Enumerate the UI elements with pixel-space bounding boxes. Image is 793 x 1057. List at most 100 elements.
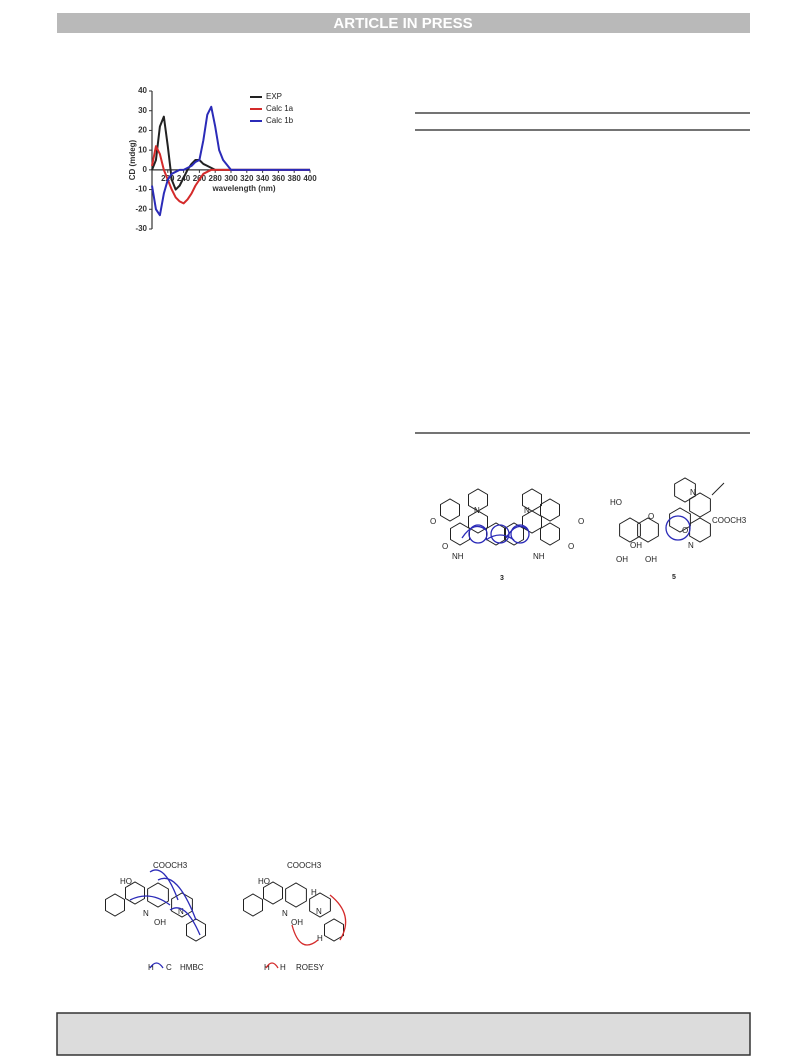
correlation-arrow (157, 877, 197, 921)
x-tick-label: 320 (240, 174, 254, 183)
correlation-arrow (169, 907, 201, 936)
correlation-arrow (149, 869, 179, 901)
ring (522, 510, 542, 534)
ring (540, 522, 560, 546)
ring (468, 488, 488, 512)
atom: COOCH3 (712, 516, 747, 525)
y-tick-label: -20 (135, 204, 147, 213)
structure-5: HO O OH OH OH N N COOCH3 O 5 (610, 488, 747, 581)
atom: N (178, 907, 184, 916)
ring (619, 517, 641, 543)
atom: NH (452, 552, 464, 561)
atom: N (688, 541, 694, 550)
ring (689, 517, 711, 543)
atom: NH (533, 552, 545, 561)
atom: O (682, 526, 688, 535)
legend-text: HMBC (180, 963, 204, 972)
y-tick-label: -10 (135, 185, 147, 194)
atom: O (578, 517, 584, 526)
structure-3: O O NH N N NH O O 3 (430, 506, 584, 582)
atom: O (648, 512, 654, 521)
legend-label: Calc 1a (266, 104, 294, 113)
ring (125, 881, 145, 905)
x-tick-label: 300 (224, 174, 238, 183)
correlation-arrow (505, 525, 529, 539)
compound-number: 3 (500, 575, 504, 582)
atom: OH (616, 555, 628, 564)
ring (324, 918, 344, 942)
x-tick-label: 340 (256, 174, 270, 183)
hmbc-ring (510, 524, 530, 544)
atom: OH (291, 918, 303, 927)
correlation-arrow (291, 924, 319, 946)
compound-number: 5 (672, 574, 676, 581)
ring (440, 498, 460, 522)
y-tick-label: 10 (138, 145, 147, 154)
y-tick-label: 0 (143, 165, 148, 174)
atom: H (311, 888, 317, 897)
atom: H (317, 934, 323, 943)
legend-label: Calc 1b (266, 116, 294, 125)
x-tick-label: 380 (288, 174, 302, 183)
correlation-arrow (149, 962, 164, 969)
ring (186, 918, 206, 942)
atom: O (442, 542, 448, 551)
hmbc-ring (665, 515, 691, 541)
ring (171, 892, 193, 918)
atom: COOCH3 (287, 861, 322, 870)
cd-curve (151, 105, 310, 217)
legend-text: C (166, 963, 172, 972)
y-axis-label: CD (mdeg) (128, 139, 137, 180)
legend-text: ROESY (296, 963, 325, 972)
y-tick-label: 20 (138, 126, 147, 135)
ring (450, 522, 470, 546)
ring (522, 488, 542, 512)
cd-curve (151, 145, 310, 205)
scheme-hmbc: COOCH3 HO N OH N H C HMBC (120, 861, 204, 972)
atom: N (690, 488, 696, 497)
x-tick-label: 280 (209, 174, 223, 183)
atom: N (524, 506, 530, 515)
ring (674, 477, 696, 503)
ring (243, 893, 263, 917)
atom: N (143, 909, 149, 918)
correlation-arrow (485, 534, 515, 541)
y-tick-label: 40 (138, 86, 147, 95)
banner-bar (57, 13, 750, 33)
hmbc-ring (490, 524, 510, 544)
ring (486, 522, 506, 546)
atom: O (430, 517, 436, 526)
ring (309, 892, 331, 918)
atom: OH (645, 555, 657, 564)
scheme-roesy: COOCH3 HO N OH N H H H H ROESY (258, 861, 325, 972)
ring (105, 893, 125, 917)
banner: ARTICLE IN PRESS (333, 15, 472, 32)
x-axis-label: wavelength (nm) (211, 184, 275, 193)
atom: N (282, 909, 288, 918)
atom: O (568, 542, 574, 551)
ring (637, 517, 659, 543)
atom: OH (630, 541, 642, 550)
ring (468, 510, 488, 534)
legend-text: H (280, 963, 286, 972)
hmbc-ring (468, 524, 488, 544)
vinyl (711, 482, 725, 496)
ring (669, 507, 691, 533)
correlation-arrow (329, 894, 347, 941)
atom: OH (154, 918, 166, 927)
atom: HO (120, 877, 132, 886)
correlation-arrow (129, 895, 171, 906)
y-tick-label: -30 (135, 224, 147, 233)
ring (285, 882, 307, 908)
atom: N (316, 907, 322, 916)
footer-box (56, 1012, 751, 1056)
ring (147, 882, 169, 908)
x-tick-label: 360 (272, 174, 286, 183)
legend-label: EXP (266, 92, 282, 101)
correlation-arrow (461, 525, 487, 539)
y-tick-label: 30 (138, 106, 147, 115)
atom: COOCH3 (153, 861, 188, 870)
atom: HO (258, 877, 270, 886)
